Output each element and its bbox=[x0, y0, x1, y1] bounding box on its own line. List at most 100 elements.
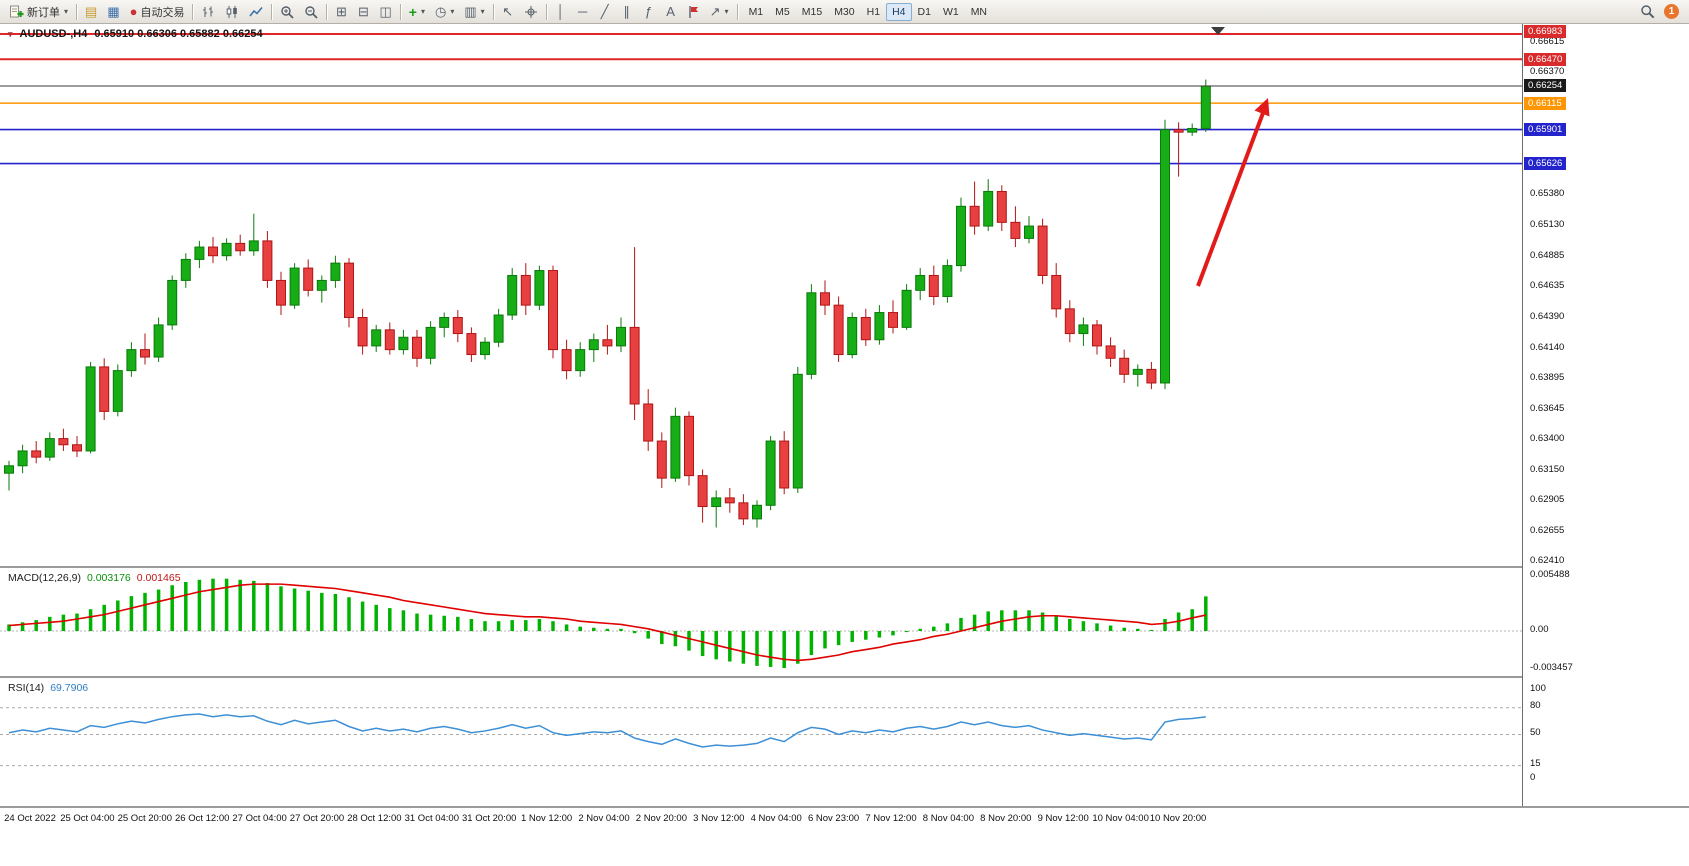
new-chart-button[interactable]: ▤ bbox=[80, 2, 102, 22]
timeframe-button-M5[interactable]: M5 bbox=[775, 5, 790, 18]
macd-bar bbox=[496, 621, 501, 631]
chevron-down-icon: ▾ bbox=[64, 7, 69, 16]
tile-windows-button[interactable]: ⊞ bbox=[330, 2, 352, 22]
add-indicator-button[interactable]: + ▾ bbox=[404, 2, 430, 22]
timeframe-button-H4[interactable]: H4 bbox=[886, 2, 912, 21]
search-icon bbox=[1641, 5, 1655, 19]
candle bbox=[1119, 357, 1130, 375]
cursor-button[interactable]: ↖ bbox=[497, 2, 519, 22]
price-tag-0.66983: 0.66983 bbox=[1524, 24, 1567, 38]
timeframe-button-M15[interactable]: M15 bbox=[801, 5, 823, 18]
candlestick-chart-canvas[interactable] bbox=[0, 24, 1522, 566]
candle bbox=[1160, 129, 1170, 384]
macd-bar bbox=[88, 609, 93, 631]
zoom-out-button[interactable] bbox=[299, 2, 323, 22]
macd-bar bbox=[1122, 627, 1126, 631]
candlestick-mode-button[interactable] bbox=[220, 2, 244, 22]
periods-button[interactable]: ◷ ▾ bbox=[430, 2, 459, 22]
macd-bar bbox=[660, 631, 664, 645]
search-button[interactable] bbox=[1635, 2, 1660, 22]
macd-title: MACD(12,26,9) 0.003176 0.001465 bbox=[8, 572, 181, 584]
candle bbox=[262, 240, 273, 281]
candle bbox=[956, 205, 966, 267]
time-label: 8 Nov 20:00 bbox=[980, 813, 1032, 824]
timeframe-button-M1[interactable]: M1 bbox=[748, 5, 764, 18]
symbol-marker-icon: ▾ bbox=[8, 28, 13, 39]
time-label: 27 Oct 20:00 bbox=[289, 813, 345, 824]
text-tool-button[interactable]: A bbox=[660, 2, 682, 22]
macd-bar bbox=[238, 579, 242, 631]
chevron-down-icon: ▾ bbox=[450, 7, 455, 16]
crosshair-button[interactable] bbox=[519, 2, 543, 22]
candle bbox=[167, 279, 178, 326]
channel-tool-button[interactable]: ∥ bbox=[616, 2, 638, 22]
candle bbox=[31, 450, 42, 458]
timeframe-button-H1[interactable]: H1 bbox=[866, 5, 881, 18]
bar-chart-mode-button[interactable] bbox=[196, 2, 220, 22]
horizontal-line-tool-button[interactable]: ─ bbox=[572, 2, 594, 22]
timeframe-button-M30[interactable]: M30 bbox=[834, 5, 855, 18]
templates-button[interactable]: ▥ ▾ bbox=[459, 2, 489, 22]
rsi-axis-label: 0 bbox=[1530, 771, 1536, 783]
notification-badge[interactable]: 1 bbox=[1664, 4, 1679, 19]
price-tag-0.66470: 0.66470 bbox=[1524, 52, 1567, 66]
candle bbox=[575, 349, 586, 372]
rsi-chart-canvas[interactable] bbox=[0, 678, 1522, 806]
macd-bar bbox=[836, 631, 841, 646]
new-order-button[interactable]: 新订单 ▾ bbox=[4, 2, 73, 22]
macd-bar bbox=[986, 611, 990, 631]
candle bbox=[194, 246, 205, 260]
tile-vertical-button[interactable]: ◫ bbox=[374, 2, 396, 22]
line-chart-icon bbox=[249, 6, 264, 16]
macd-bar bbox=[442, 615, 446, 631]
timeframe-button-MN[interactable]: MN bbox=[970, 5, 988, 18]
candle bbox=[901, 289, 912, 328]
fibonacci-tool-button[interactable]: ƒ bbox=[638, 2, 660, 22]
macd-chart-canvas[interactable] bbox=[0, 568, 1522, 676]
chart-shift-marker[interactable] bbox=[1211, 27, 1225, 35]
zoom-in-button[interactable] bbox=[275, 2, 299, 22]
candle bbox=[792, 373, 803, 489]
rsi-axis-label: 15 bbox=[1530, 758, 1541, 770]
trend-arrow-head[interactable] bbox=[1254, 98, 1270, 117]
arrow-tool-icon: ↗ bbox=[709, 4, 721, 19]
timeframe-button-W1[interactable]: W1 bbox=[942, 5, 959, 18]
price-label: 0.64635 bbox=[1530, 280, 1565, 292]
macd-bar bbox=[347, 597, 351, 631]
autotrading-button[interactable]: ● 自动交易 bbox=[125, 2, 190, 22]
profiles-button[interactable]: ▦ bbox=[102, 2, 124, 22]
candle bbox=[4, 465, 14, 474]
macd-axis-zero: 0.00 bbox=[1530, 623, 1549, 635]
macd-bar bbox=[265, 583, 270, 631]
price-label: 0.64140 bbox=[1530, 341, 1565, 353]
arrows-tool-button[interactable]: ↗ ▾ bbox=[705, 2, 734, 22]
label-tool-button[interactable] bbox=[682, 2, 705, 22]
line-chart-mode-button[interactable] bbox=[244, 2, 268, 22]
macd-bar bbox=[1054, 615, 1058, 631]
horizontal-line-icon: ─ bbox=[578, 4, 588, 19]
trendline-tool-button[interactable]: ╱ bbox=[594, 2, 616, 22]
timeframe-button-D1[interactable]: D1 bbox=[917, 5, 931, 18]
macd-bar bbox=[1108, 625, 1113, 631]
macd-bar bbox=[1163, 619, 1167, 631]
candle bbox=[806, 292, 817, 375]
time-axis[interactable]: 24 Oct 2022 25 Oct 04:00 25 Oct 20:00 26 Oc… bbox=[0, 806, 1689, 832]
macd-bar bbox=[116, 600, 120, 631]
time-label: 26 Oct 12:00 bbox=[174, 813, 230, 824]
chevron-down-icon: ▾ bbox=[420, 7, 425, 16]
macd-bar bbox=[755, 631, 759, 666]
macd-bar bbox=[102, 604, 106, 631]
candle bbox=[602, 339, 613, 347]
price-axis[interactable]: 0.66615 0.66370 0.65380 0.65130 0.64885 0.646… bbox=[1522, 24, 1689, 806]
macd-bar bbox=[1013, 610, 1018, 631]
macd-signal-line bbox=[8, 583, 1206, 662]
macd-axis-max: 0.005488 bbox=[1530, 568, 1570, 580]
candle bbox=[72, 444, 82, 452]
macd-bar bbox=[687, 631, 691, 651]
tile-horizontal-button[interactable]: ⊟ bbox=[352, 2, 374, 22]
candle bbox=[1010, 221, 1021, 239]
vertical-line-tool-button[interactable]: │ bbox=[550, 2, 572, 22]
trend-arrow-line[interactable] bbox=[1196, 112, 1265, 287]
candle bbox=[928, 274, 939, 297]
macd-bar bbox=[184, 581, 188, 631]
